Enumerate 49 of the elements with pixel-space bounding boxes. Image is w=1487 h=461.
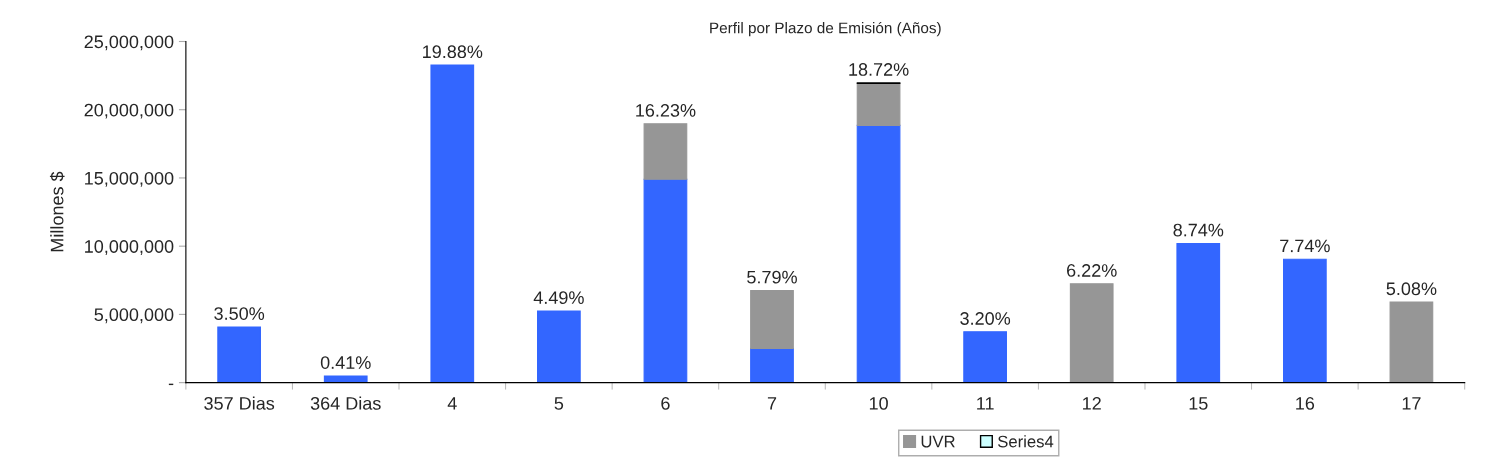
annotation: 16.23%	[636, 104, 696, 117]
bar	[1176, 242, 1221, 383]
x-tick-label: 10	[869, 397, 888, 410]
y-tick-label: 15,000,000	[85, 171, 174, 187]
bar	[750, 289, 794, 350]
x-tick-label: 5	[554, 397, 564, 410]
y-tick-label: -	[168, 383, 174, 386]
bar	[750, 347, 794, 383]
annotation: 3.50%	[214, 307, 265, 320]
y-tick-label: 10,000,000	[85, 240, 174, 256]
annotation: 0.41%	[320, 356, 371, 369]
x-tick-label: 11	[977, 397, 994, 410]
x-tick-label: 15	[1189, 397, 1208, 410]
chart-title: Perfil por Plazo de Emisión (Años)	[710, 21, 941, 37]
bar	[1282, 258, 1327, 383]
annotation: 4.49%	[533, 291, 584, 305]
x-tick-label: 12	[1083, 397, 1101, 410]
annotation: 18.72%	[849, 63, 909, 76]
y-axis-title: Millones $	[49, 171, 65, 252]
x-tick-label: 364 Dias	[310, 396, 381, 410]
x-tick-label: 357 Dias	[204, 396, 275, 410]
y-tick-label: 20,000,000	[84, 103, 174, 119]
legend-label: Series4	[998, 435, 1054, 448]
legend-label: UVR	[921, 435, 955, 448]
bar	[1389, 301, 1434, 383]
x-tick-label: 17	[1402, 397, 1421, 410]
bar	[643, 178, 688, 383]
x-tick-label: 6	[661, 397, 670, 410]
annotation: 5.79%	[747, 270, 797, 284]
bar	[323, 375, 368, 383]
bar	[430, 64, 475, 383]
x-tick-label: 7	[767, 397, 777, 410]
annotation: 8.74%	[1173, 223, 1224, 237]
x-tick-label: 4	[447, 397, 457, 410]
annotation: 3.20%	[960, 312, 1011, 325]
bar	[217, 326, 262, 383]
annotation: 6.22%	[1067, 264, 1117, 277]
annotation: 5.08%	[1386, 282, 1437, 296]
bar	[856, 82, 901, 126]
bar	[856, 124, 901, 383]
y-tick-label: 25,000,000	[84, 35, 174, 51]
bar	[536, 310, 581, 383]
annotation: 7.74%	[1280, 239, 1330, 253]
bar	[1069, 283, 1114, 383]
annotation: 19.88%	[423, 45, 483, 59]
bar	[963, 331, 1008, 383]
bar	[643, 123, 688, 180]
y-tick-label: 5,000,000	[94, 308, 174, 324]
x-tick-label: 16	[1296, 397, 1315, 410]
